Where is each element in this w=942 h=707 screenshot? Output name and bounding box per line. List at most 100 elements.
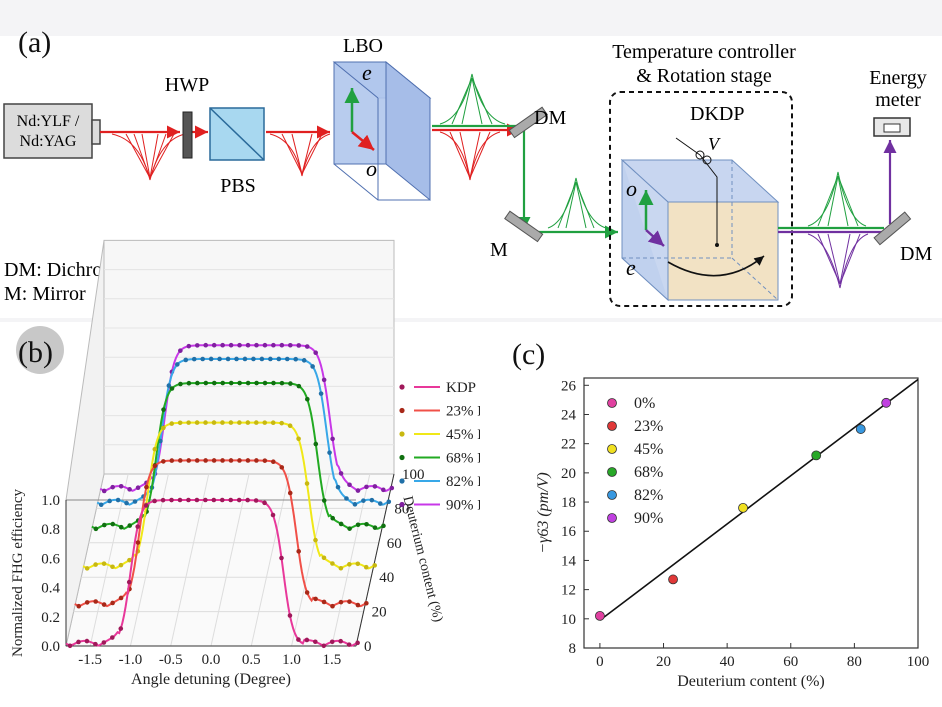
controller-label-line1: Temperature controller [612,41,796,63]
series-point [118,524,124,530]
series-point [381,487,386,493]
series-point [338,471,344,476]
legend-marker [607,398,617,408]
series-point [169,421,175,426]
y-tick-label: 14 [561,553,577,569]
x-tick-label: 0.5 [242,652,261,668]
dm-label: DM [534,107,566,129]
series-point [144,484,149,490]
x-axis-label: Deuterium content (%) [677,673,825,690]
series-point [126,579,132,585]
legend-m: M: Mirror [4,283,86,305]
data-point [881,397,892,408]
series-point [364,521,369,527]
series-point [186,420,191,425]
series-point [93,562,98,567]
series-point [304,590,310,595]
series-point [143,503,149,508]
series-point [93,599,98,604]
series-point [271,342,276,348]
series-point [135,540,141,545]
m-label: M [490,239,508,261]
series-point [203,497,208,503]
series-point [101,640,107,645]
laser-source: Nd:YLF / Nd:YAG [3,103,101,159]
series-point [355,561,361,567]
series-point [262,380,268,386]
series-point [330,603,335,609]
lbo-axis-e: e [362,60,372,85]
series-point [228,420,234,425]
series-point [330,436,335,442]
series-point [110,484,115,490]
series-point [313,350,318,355]
legend-marker [399,478,405,484]
energy-meter-label-line1: Energy [869,67,926,89]
floor-grid-line [129,473,169,647]
series-point [259,356,265,362]
floor-grid-line [250,473,290,647]
dkdp-label: DKDP [690,103,744,125]
legend-label: KDP [446,380,476,396]
legend-label: 0% [634,395,655,412]
fundamental-pulse-2 [269,133,331,177]
series-point [160,425,166,431]
y-tick-label: 12 [561,583,576,599]
legend-label: 90% [634,510,663,527]
series-point [194,497,200,503]
x-tick-label: 0 [596,654,604,670]
series-point [135,485,141,491]
fourth-harmonic-pulse [807,233,869,289]
series-point [169,386,175,391]
series-point [321,498,327,503]
series-point [270,512,276,518]
legend-marker [607,513,617,523]
series-point [279,555,284,561]
series-point [160,497,166,503]
y-tick-label: 0.0 [41,639,60,655]
series-point [183,357,189,363]
y-tick-label: 0.8 [41,522,60,538]
laser-box [3,103,93,159]
series-point [237,458,242,463]
dichroic-mirror-2 [873,211,912,246]
data-point [811,450,822,461]
x-tick-label: 1.0 [282,652,301,668]
series-point [211,380,217,386]
dkdp-crystal [620,137,780,302]
series-point [251,356,256,362]
y-tick-label: 20 [561,466,576,482]
series-point [296,637,301,642]
series-point [270,420,276,425]
series-point [211,497,217,503]
series-point [318,391,324,396]
y-tick-label: 0.6 [41,551,60,567]
series-point [313,441,319,447]
series-point [177,420,183,426]
series-point [330,561,335,566]
series-point [186,497,191,503]
series-point [237,342,242,348]
x-tick-label: 1.5 [322,652,341,668]
series-point [219,497,225,503]
series-point [127,523,133,528]
series-point [115,497,121,503]
series-point [76,639,81,645]
series-point [268,356,273,362]
series-point [321,377,327,383]
series-point [288,342,293,348]
series-point [237,420,242,425]
z-tick-label: 60 [387,536,402,552]
series-point [276,356,282,362]
series-point [284,356,290,362]
z-tick-label: 100 [402,467,425,483]
floor-grid-line [291,473,331,647]
series-point [211,420,217,425]
series-point [152,498,157,504]
series-point [386,499,392,505]
series-point [305,396,310,402]
series-point [389,485,395,491]
x-tick-label: 60 [783,654,798,670]
dm-right-label: DM [900,243,932,265]
series-point [217,356,222,362]
